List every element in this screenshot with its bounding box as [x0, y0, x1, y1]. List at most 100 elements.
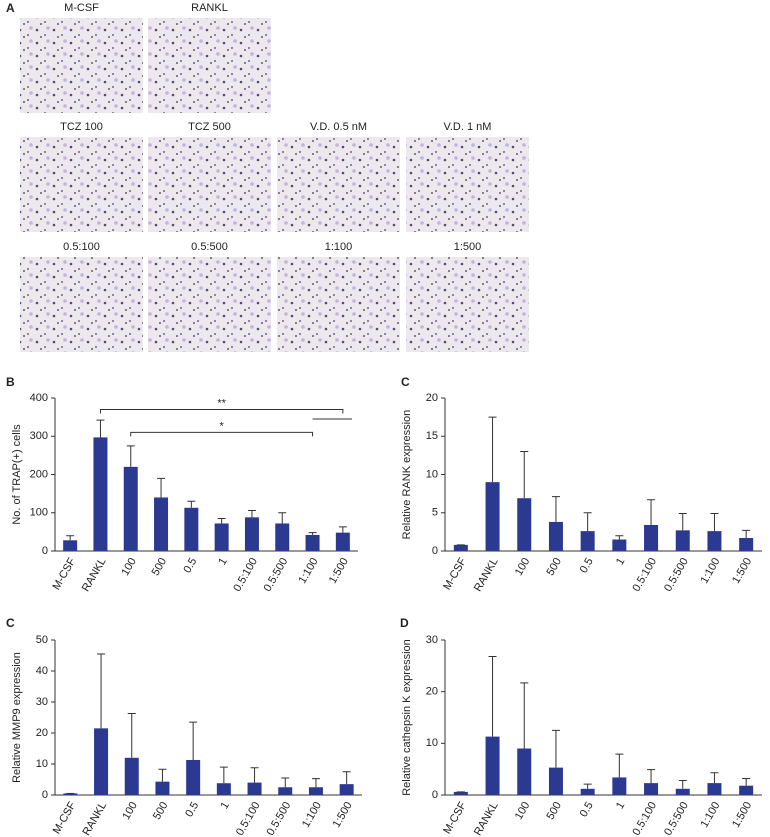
- x-tick-label: 0.5:500: [262, 556, 291, 594]
- panel-label: A: [6, 1, 15, 15]
- bar: [93, 437, 108, 551]
- error-bar: [710, 772, 719, 784]
- micrograph: [148, 257, 271, 352]
- error-bar: [520, 451, 529, 499]
- x-tick-label: 500: [151, 800, 171, 822]
- bar: [612, 539, 627, 551]
- y-tick-label: 10: [426, 468, 438, 480]
- error-bar: [583, 783, 592, 789]
- x-tick-label: 1:500: [327, 556, 351, 586]
- bar: [335, 532, 350, 551]
- x-tick-label: 1:500: [331, 800, 355, 830]
- x-tick-label: 0.5:100: [630, 556, 659, 594]
- error-bar: [710, 513, 719, 532]
- y-tick-label: 10: [36, 758, 48, 770]
- x-tick-label: 0.5:100: [630, 800, 659, 837]
- x-tick-label: 100: [513, 556, 533, 578]
- y-tick-label: 0: [432, 789, 438, 801]
- y-tick-label: 20: [426, 392, 438, 404]
- error-bar: [308, 532, 317, 535]
- error-bar: [647, 769, 656, 784]
- x-tick-label: RANKL: [472, 556, 501, 594]
- bar: [644, 783, 659, 795]
- bar: [580, 531, 595, 551]
- x-tick-label: 0.5:500: [662, 800, 691, 837]
- y-axis-label: Relative cathepsin K expression: [401, 639, 413, 796]
- error-bar: [488, 656, 497, 737]
- x-tick-label: 0.5: [578, 556, 596, 575]
- significance-label: *: [220, 420, 225, 432]
- x-tick-label: 0.5:100: [234, 800, 263, 837]
- y-tick-label: 200: [30, 468, 48, 480]
- bar: [644, 524, 659, 551]
- error-bar: [157, 477, 166, 498]
- error-bar: [278, 512, 287, 524]
- bar: [453, 791, 468, 795]
- bar: [580, 788, 595, 795]
- bar: [485, 482, 500, 551]
- significance-bracket: [130, 431, 314, 437]
- image-label: 1:100: [325, 241, 353, 253]
- bar: [63, 540, 78, 551]
- micrograph: [20, 18, 143, 113]
- x-tick-label: 500: [150, 556, 170, 578]
- bar: [739, 537, 754, 551]
- bar: [339, 784, 354, 795]
- micrograph: [20, 257, 143, 352]
- x-tick-label: 1: [614, 556, 627, 567]
- x-tick-label: 100: [513, 800, 533, 822]
- image-label: 1:500: [454, 241, 482, 253]
- y-tick-label: 5: [432, 507, 438, 519]
- x-tick-label: RANKL: [80, 556, 109, 594]
- y-axis-label: No. of TRAP(+) cells: [11, 424, 23, 525]
- y-tick-label: 0: [42, 545, 48, 557]
- error-bar: [219, 766, 228, 784]
- bar: [155, 781, 170, 795]
- image-label: V.D. 1 nM: [444, 121, 492, 133]
- x-tick-label: 1: [614, 800, 627, 811]
- error-bar: [281, 777, 290, 788]
- x-tick-label: M-CSF: [441, 800, 469, 836]
- micrograph: [148, 137, 271, 232]
- x-tick-label: 1:100: [698, 556, 722, 586]
- panel-label: C: [6, 616, 15, 630]
- error-bar: [678, 513, 687, 531]
- error-bar: [338, 526, 347, 533]
- y-tick-label: 40: [36, 665, 48, 677]
- micrograph: [148, 18, 271, 113]
- bar: [548, 767, 563, 795]
- y-axis-label: Relative MMP9 expression: [11, 652, 23, 783]
- y-tick-label: 0: [432, 545, 438, 557]
- error-bar: [647, 499, 656, 525]
- error-bar: [342, 771, 351, 785]
- error-bar: [678, 780, 687, 789]
- x-tick-label: 0.5:100: [231, 556, 260, 594]
- micrograph: [406, 137, 529, 232]
- x-tick-label: M-CSF: [441, 556, 469, 592]
- bar: [184, 507, 199, 551]
- error-bar: [742, 529, 751, 538]
- x-tick-label: M-CSF: [50, 556, 78, 592]
- bar: [305, 534, 320, 551]
- significance-label: **: [217, 397, 226, 409]
- image-label: TCZ 100: [60, 121, 103, 133]
- error-bar: [250, 767, 259, 783]
- y-tick-label: 20: [36, 727, 48, 739]
- bar: [275, 523, 290, 551]
- x-tick-label: 1: [216, 556, 229, 567]
- y-tick-label: 30: [36, 696, 48, 708]
- x-tick-label: 500: [544, 800, 564, 822]
- bar: [123, 466, 138, 551]
- x-tick-label: 1:100: [297, 556, 321, 586]
- error-bar: [189, 721, 198, 760]
- error-bar: [615, 753, 624, 778]
- x-tick-label: 100: [119, 556, 139, 578]
- error-bar: [96, 419, 105, 438]
- micrograph: [406, 257, 529, 352]
- error-bar: [127, 712, 136, 758]
- image-label: V.D. 0.5 nM: [310, 121, 367, 133]
- error-bar: [615, 535, 624, 540]
- panel-label: C: [401, 375, 410, 389]
- y-tick-label: 10: [426, 737, 438, 749]
